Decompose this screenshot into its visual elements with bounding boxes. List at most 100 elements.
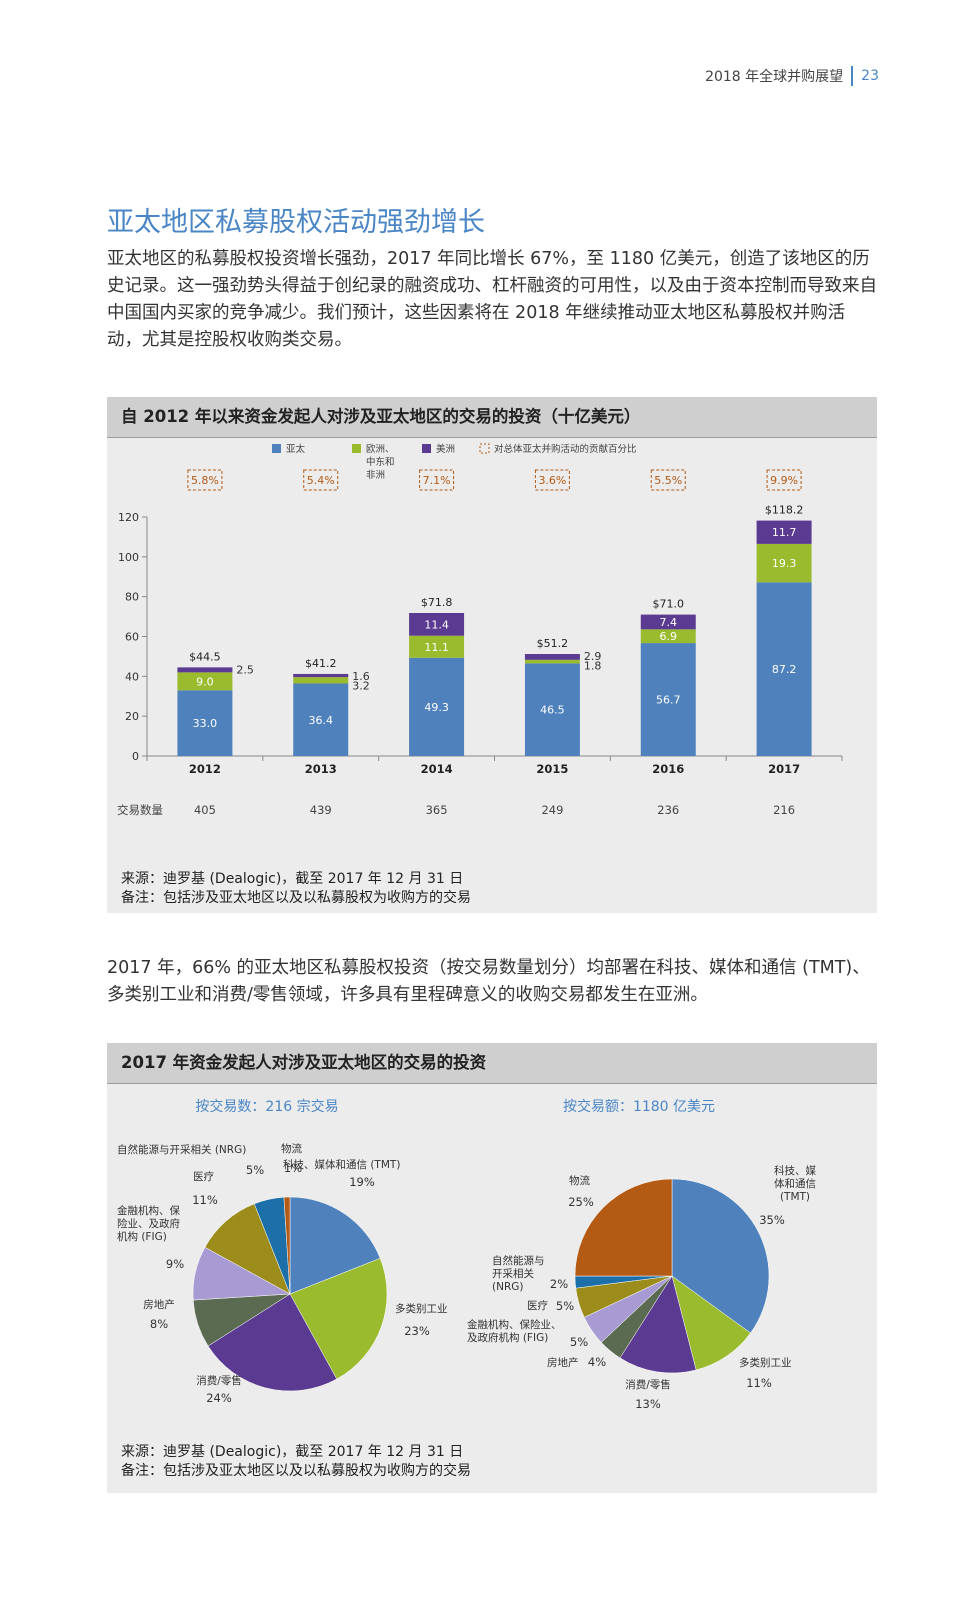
pie-2-pct-1: 11% bbox=[746, 1376, 772, 1390]
bar-total-2013: $41.2 bbox=[305, 657, 337, 670]
bar-2017-0 bbox=[756, 582, 812, 756]
x-label-2015: 2015 bbox=[536, 762, 568, 776]
deal-count-2016: 236 bbox=[657, 803, 679, 817]
bar-total-2015: $51.2 bbox=[537, 637, 569, 650]
x-label-2017: 2017 bbox=[768, 762, 800, 776]
x-label-2013: 2013 bbox=[305, 762, 337, 776]
pie-2-label-2: 消费/零售 bbox=[625, 1378, 671, 1391]
bar-2016-0 bbox=[640, 643, 696, 756]
contribution-label-2013: 5.4% bbox=[307, 474, 335, 487]
bar-2012-2 bbox=[177, 667, 233, 673]
pie-1-label-4: 金融机构、保险业、及政府机构 (FIG) bbox=[117, 1204, 180, 1243]
contribution-box-2017 bbox=[766, 469, 802, 491]
deal-count-label: 交易数量 bbox=[117, 803, 163, 817]
page-number: 23 bbox=[861, 68, 879, 84]
legend-label-2: 美洲 bbox=[436, 443, 455, 455]
pie-2-slice-7 bbox=[574, 1178, 673, 1277]
header-title: 2018 年全球并购展望 bbox=[705, 69, 844, 85]
bar-total-2012: $44.5 bbox=[189, 650, 221, 663]
contribution-box-2015 bbox=[534, 469, 570, 491]
bar-label-2013-0: 36.4 bbox=[309, 714, 334, 727]
y-tick-label-5: 100 bbox=[118, 551, 139, 564]
bar-chart-panel: 自 2012 年以来资金发起人对涉及亚太地区的交易的投资（十亿美元） 亚太 欧洲、… bbox=[107, 397, 877, 913]
pie-1-pct-7: 1% bbox=[284, 1161, 302, 1175]
bar-2016-2 bbox=[640, 614, 696, 630]
y-tick-label-6: 120 bbox=[118, 511, 139, 524]
bar-chart: 亚太 欧洲、中东和非洲 美洲 对总体亚太并购活动的贡献百分比 0 20 40 60 80 100 1… bbox=[117, 443, 843, 817]
pie-1-label-1: 多类别工业 bbox=[395, 1302, 448, 1315]
bar-2013-0 bbox=[293, 683, 349, 756]
bar-2014-2 bbox=[409, 612, 465, 636]
bar-label-2012-0: 33.0 bbox=[193, 717, 218, 730]
legend-label-1: 欧洲、中东和非洲 bbox=[366, 443, 395, 481]
bar-2012-0 bbox=[177, 690, 233, 756]
bar-2013-2 bbox=[293, 673, 349, 678]
bar-label-2017-1: 19.3 bbox=[772, 557, 797, 570]
bar-2012-1 bbox=[177, 672, 233, 691]
bar-label-2014-1: 11.1 bbox=[424, 641, 449, 654]
bar-label-2015-1: 1.8 bbox=[584, 659, 602, 672]
pie-1-pct-4: 9% bbox=[166, 1257, 184, 1271]
legend-contribution-label: 对总体亚太并购活动的贡献百分比 bbox=[494, 443, 637, 455]
pie-chart-panel: 2017 年资金发起人对涉及亚太地区的交易的投资 按交易数：216 宗交易 科技、… bbox=[107, 1043, 877, 1493]
bar-2014-1 bbox=[409, 635, 465, 658]
x-label-2012: 2012 bbox=[189, 762, 221, 776]
bar-2015-1 bbox=[524, 659, 580, 664]
pie-2-pct-0: 35% bbox=[759, 1213, 785, 1227]
bar-2013-1 bbox=[293, 677, 349, 684]
pie-1-pct-2: 24% bbox=[206, 1391, 232, 1405]
bar-2016-1 bbox=[640, 629, 696, 644]
deal-count-2013: 439 bbox=[310, 803, 332, 817]
y-tick-label-0: 0 bbox=[132, 750, 139, 763]
deal-count-2015: 249 bbox=[541, 803, 563, 817]
pie-2-label-6: 自然能源与开采相关(NRG) bbox=[492, 1254, 545, 1293]
bar-label-2012-2: 2.5 bbox=[236, 663, 254, 676]
bar-legend: 亚太 欧洲、中东和非洲 美洲 对总体亚太并购活动的贡献百分比 bbox=[272, 443, 637, 481]
bar-chart-title: 自 2012 年以来资金发起人对涉及亚太地区的交易的投资（十亿美元） bbox=[107, 397, 877, 438]
pie-2-pct-3: 4% bbox=[588, 1355, 606, 1369]
bar-label-2016-2: 7.4 bbox=[660, 616, 678, 629]
bar-2017-1 bbox=[756, 543, 812, 583]
contribution-label-2017: 9.9% bbox=[770, 474, 798, 487]
bar-label-2013-2: 1.6 bbox=[352, 670, 370, 683]
deal-count-2012: 405 bbox=[194, 803, 216, 817]
second-paragraph: 2017 年，66% 的亚太地区私募股权投资（按交易数量划分）均部署在科技、媒体… bbox=[107, 958, 870, 1005]
contribution-label-2012: 5.8% bbox=[191, 474, 219, 487]
bar-chart-note-line: 备注：包括涉及亚太地区以及以私募股权为收购方的交易 bbox=[121, 890, 471, 906]
pie-1-slice-1 bbox=[289, 1257, 388, 1380]
pie-2-pct-4: 5% bbox=[570, 1335, 588, 1349]
pie-chart-source: 来源：迪罗基 (Dealogic)，截至 2017 年 12 月 31 日 备注… bbox=[121, 1443, 471, 1481]
bar-chart-source-line: 来源：迪罗基 (Dealogic)，截至 2017 年 12 月 31 日 bbox=[121, 871, 464, 887]
y-tick-label-1: 20 bbox=[125, 710, 139, 723]
contribution-box-2012 bbox=[187, 469, 223, 491]
pie-2-pct-7: 25% bbox=[568, 1195, 594, 1209]
x-label-2016: 2016 bbox=[652, 762, 684, 776]
pie-2-pct-5: 5% bbox=[556, 1299, 574, 1313]
pie-2-label-3: 房地产 bbox=[547, 1356, 579, 1369]
pie-1-label-6: 自然能源与开采相关 (NRG) bbox=[117, 1143, 246, 1156]
pie-1-label-7: 物流 bbox=[281, 1142, 302, 1155]
pie-1-pct-3: 8% bbox=[150, 1317, 168, 1331]
y-tick-label-3: 60 bbox=[125, 631, 139, 644]
intro-paragraph: 亚太地区的私募股权投资增长强劲，2017 年同比增长 67%，至 1180 亿美… bbox=[107, 249, 877, 350]
pie-1-label-5: 医疗 bbox=[193, 1170, 214, 1183]
pie-1-slice-0 bbox=[289, 1196, 381, 1295]
pie-2-pct-6: 2% bbox=[550, 1277, 568, 1291]
pie-chart-note-line: 备注：包括涉及亚太地区以及以私募股权为收购方的交易 bbox=[121, 1463, 471, 1479]
contribution-label-2015: 3.6% bbox=[538, 474, 566, 487]
pie-1-pct-1: 23% bbox=[404, 1324, 430, 1338]
contribution-box-2016 bbox=[650, 469, 686, 491]
legend-swatch-2 bbox=[422, 444, 431, 453]
legend-contribution-swatch bbox=[479, 443, 490, 454]
legend-swatch-0 bbox=[272, 444, 281, 453]
bar-label-2016-1: 6.9 bbox=[660, 630, 678, 643]
pie-2-label-4: 金融机构、保险业、及政府机构 (FIG) bbox=[467, 1318, 562, 1344]
pie-chart-source-line: 来源：迪罗基 (Dealogic)，截至 2017 年 12 月 31 日 bbox=[121, 1444, 464, 1460]
bar-2017-2 bbox=[756, 520, 812, 544]
bar-label-2013-1: 3.2 bbox=[352, 680, 370, 693]
contribution-label-2014: 7.1% bbox=[423, 474, 451, 487]
bar-total-2016: $71.0 bbox=[653, 598, 685, 611]
pie-2-label-0: 科技、媒体和通信(TMT) bbox=[774, 1164, 816, 1203]
deal-count-2017: 216 bbox=[773, 803, 795, 817]
